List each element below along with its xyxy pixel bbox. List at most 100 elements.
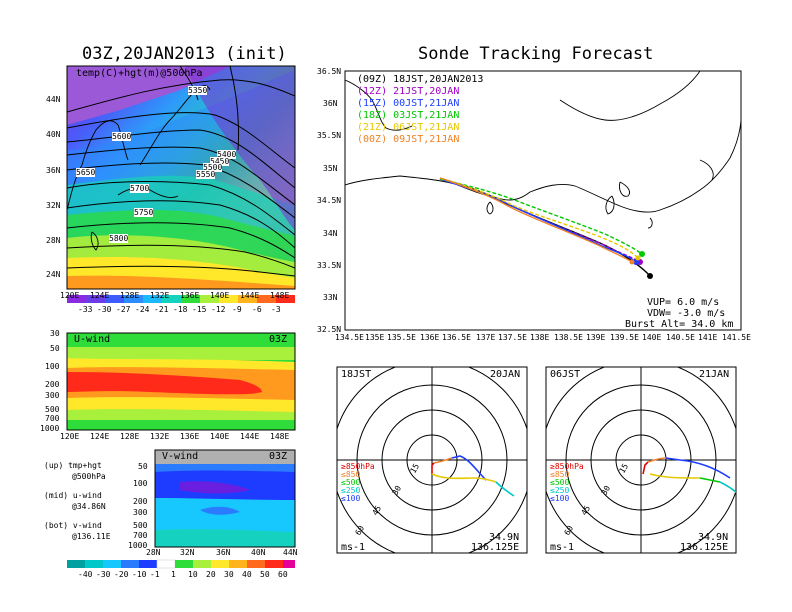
p-label: 1000 <box>128 541 148 550</box>
lat-label: 32N <box>46 201 61 210</box>
colorbar-label: 60 <box>278 570 288 579</box>
colorbar-label: -30 <box>97 305 112 314</box>
lat-label: 36N <box>46 166 61 175</box>
p-label: 700 <box>133 531 148 540</box>
p-label: 200 <box>133 497 148 506</box>
note-bot-lon: @136.11E <box>72 532 111 541</box>
lat-label: 32N <box>180 548 195 557</box>
lon-label: 136E <box>180 291 200 300</box>
colorbar-label: 20 <box>206 570 216 579</box>
colorbar-label: -18 <box>173 305 188 314</box>
lat-label: 35.5N <box>317 131 342 140</box>
hodo-lat: 34.9N <box>698 532 729 543</box>
p-label: 1000 <box>40 424 60 433</box>
colorbar-label: 10 <box>188 570 198 579</box>
hodo-legend-item: ≤850 <box>341 470 361 479</box>
temp-colorbar <box>67 295 295 303</box>
colorbar-label: -20 <box>114 570 129 579</box>
note-up: (up) tmp+hgt <box>44 461 102 470</box>
tracking-title: Sonde Tracking Forecast <box>418 44 654 64</box>
lat-label: 40N <box>46 130 61 139</box>
lon-label: 124E <box>90 291 110 300</box>
contour-label: 5600 <box>112 132 132 141</box>
hodo-legend-item: ≥850hPa <box>341 462 375 471</box>
note-bot: (bot) v-wind <box>44 521 102 530</box>
vwind-field <box>155 450 295 547</box>
lon-label: 120E <box>60 432 80 441</box>
p-label: 300 <box>45 391 60 400</box>
lon-label: 132E <box>150 291 170 300</box>
contour-label: 5800 <box>109 234 129 243</box>
p-label: 500 <box>133 521 148 530</box>
lon-label: 132E <box>150 432 170 441</box>
p-label: 50 <box>138 462 148 471</box>
hodo-legend-item: ≤250 <box>341 486 361 495</box>
hodo-lon: 136.125E <box>680 542 729 553</box>
lat-label: 33N <box>323 293 338 302</box>
lon-label: 140E <box>210 432 230 441</box>
run-legend-item: (15Z) 00JST,21JAN <box>357 98 460 109</box>
hodo-legend-item: ≤500 <box>341 478 361 487</box>
colorbar-label: -40 <box>78 570 93 579</box>
map-title: 03Z,20JAN2013 (init) <box>82 44 287 64</box>
lat-label: 36N <box>216 548 231 557</box>
lon-label: 124E <box>90 432 110 441</box>
hodo-units: ms-1 <box>550 542 575 553</box>
colorbar-label: -3 <box>271 305 281 314</box>
contour-label: 5550 <box>196 170 216 179</box>
lon-label: 135.5E <box>387 333 416 342</box>
hodo-legend-item: ≤500 <box>550 478 570 487</box>
contour-label: 5350 <box>188 86 208 95</box>
run-legend-item: (12Z) 21JST,20JAN <box>357 86 460 97</box>
hodo-left-date: 20JAN <box>490 369 521 380</box>
lon-label: 136E <box>420 333 440 342</box>
lat-label: 35N <box>323 164 338 173</box>
run-legend-item: (18Z) 03JST,21JAN <box>357 110 460 121</box>
wind-colorbar <box>67 559 295 569</box>
colorbar-label: 50 <box>260 570 270 579</box>
hodo-units: ms-1 <box>341 542 366 553</box>
lon-label: 144E <box>240 291 260 300</box>
colorbar-label: -1 <box>150 570 160 579</box>
vwind-label: V-wind <box>162 451 199 462</box>
lat-label: 40N <box>251 548 266 557</box>
uwind-time: 03Z <box>269 334 288 345</box>
note-mid-lat: @34.86N <box>72 502 106 511</box>
note-up-level: @500hPa <box>72 472 106 481</box>
uwind-field <box>67 333 295 430</box>
lon-label: 144E <box>240 432 260 441</box>
lon-label: 128E <box>120 432 140 441</box>
p-label: 500 <box>45 405 60 414</box>
lon-label: 136E <box>180 432 200 441</box>
lon-label: 140E <box>642 333 662 342</box>
lat-label: 44N <box>283 548 298 557</box>
hodograph-right <box>545 366 737 554</box>
contour-label: 5650 <box>76 168 96 177</box>
colorbar-label: 1 <box>171 570 176 579</box>
vwind-time: 03Z <box>269 451 288 462</box>
note-mid: (mid) u-wind <box>44 491 102 500</box>
colorbar-label: -33 <box>78 305 93 314</box>
contour-label: 5700 <box>130 184 150 193</box>
map-panel-label: temp(C)+hgt(m)@500hPa <box>76 68 203 79</box>
lon-label: 134.5E <box>335 333 364 342</box>
lat-label: 28N <box>146 548 161 557</box>
hodo-right-time: 06JST <box>550 369 581 380</box>
lon-label: 139E <box>586 333 606 342</box>
lon-label: 137.5E <box>498 333 527 342</box>
hodo-right-date: 21JAN <box>699 369 730 380</box>
lat-label: 33.5N <box>317 261 342 270</box>
colorbar-label: -21 <box>154 305 169 314</box>
param-vdw: VDW= -3.0 m/s <box>647 308 726 319</box>
lat-label: 36N <box>323 99 338 108</box>
p-label: 700 <box>45 414 60 423</box>
lon-label: 140E <box>210 291 230 300</box>
p-label: 100 <box>133 479 148 488</box>
p-label: 300 <box>133 508 148 517</box>
colorbar-label: -10 <box>132 570 147 579</box>
lon-label: 136.5E <box>442 333 471 342</box>
lon-label: 120E <box>60 291 80 300</box>
hodo-legend-item: ≥850hPa <box>550 462 584 471</box>
param-vup: VUP= 6.0 m/s <box>647 297 720 308</box>
lon-label: 141.5E <box>722 333 751 342</box>
